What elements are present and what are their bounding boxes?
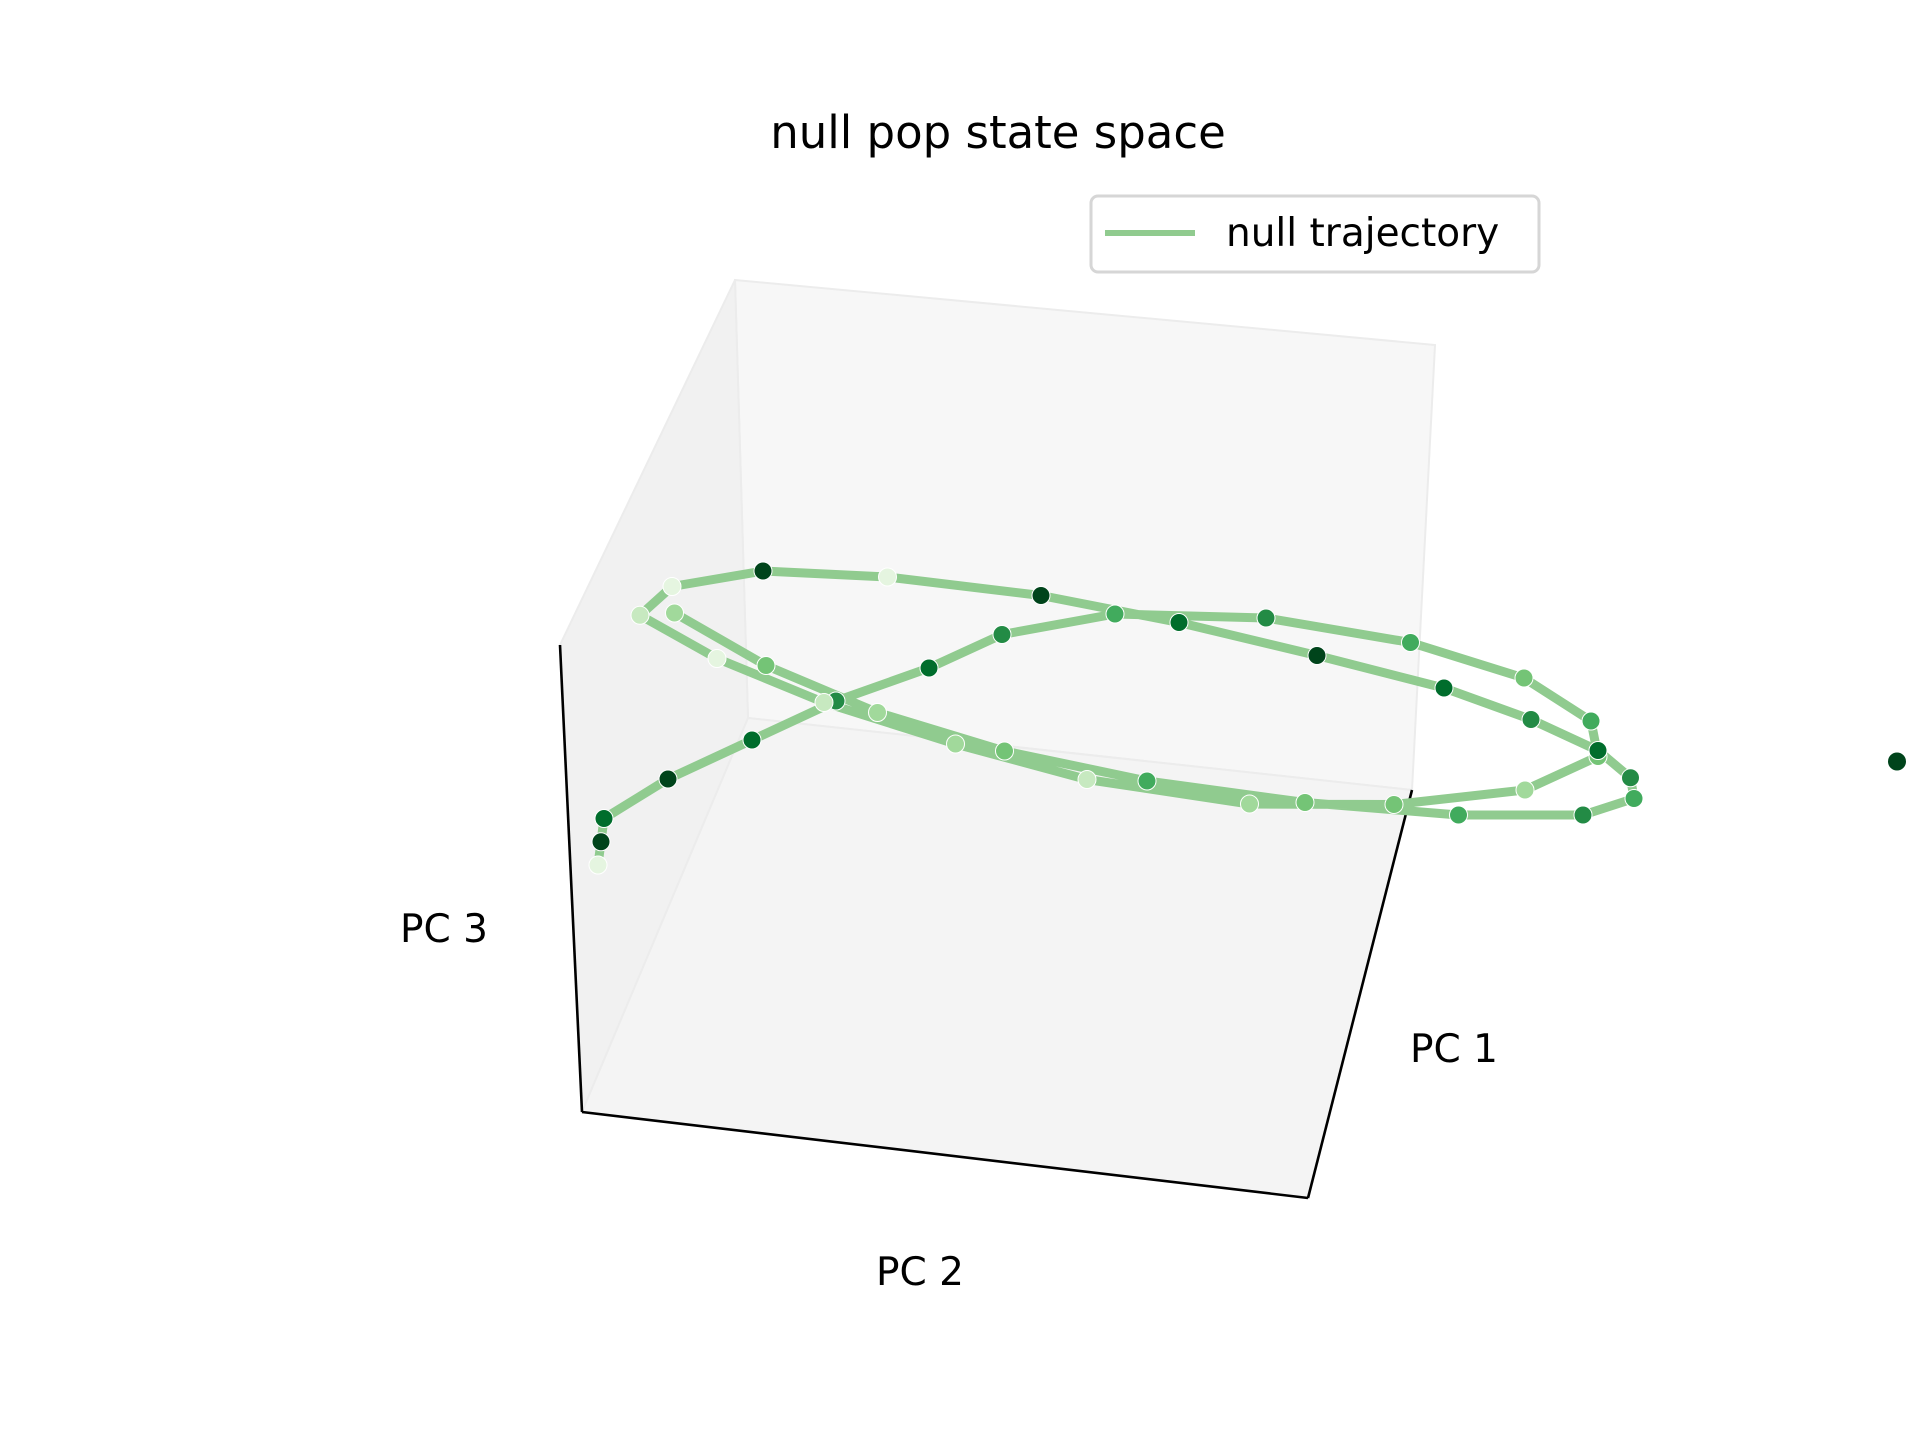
trajectory-point: [1384, 795, 1404, 814]
y-axis-line: [581, 1110, 1309, 1200]
axes-panes: [558, 278, 1437, 1200]
trajectory-point: [1621, 768, 1640, 788]
trajectory-point: [1515, 780, 1535, 800]
trajectory-point: [707, 649, 727, 668]
trajectory-point: [658, 769, 678, 789]
y-axis-label: PC 2: [876, 1250, 964, 1295]
trajectory-point: [1434, 678, 1454, 698]
back-pane: [733, 278, 1437, 792]
legend-label: null trajectory: [1226, 211, 1499, 256]
trajectory-point: [1449, 805, 1468, 825]
x-axis-line: [1306, 789, 1414, 1199]
trajectory-point: [995, 741, 1014, 761]
axis-lines: [558, 644, 1414, 1200]
trajectory-point: [588, 855, 608, 875]
trajectory-point: [1624, 789, 1644, 808]
legend-box: [1089, 194, 1541, 274]
chart-title: null pop state space: [770, 106, 1226, 159]
trajectory-point: [753, 561, 773, 581]
trajectory-point: [1256, 608, 1276, 628]
trajectory-point: [1077, 770, 1097, 789]
outlier-point: [1888, 752, 1906, 771]
trajectory-point: [919, 658, 939, 678]
trajectory-point: [992, 625, 1012, 644]
trajectory-point: [1514, 668, 1534, 688]
trajectory-point: [1137, 771, 1157, 791]
trajectory-point: [1295, 793, 1315, 812]
trajectory-point: [1588, 741, 1608, 760]
trajectory-point: [1307, 646, 1327, 665]
trajectory-point: [814, 693, 834, 712]
trajectory-point: [1581, 711, 1601, 731]
trajectory-point: [1573, 805, 1593, 825]
trajectory-point: [662, 577, 682, 596]
trajectory-point: [742, 730, 762, 750]
trajectory-point: [946, 734, 965, 754]
x-axis-label: PC 1: [1410, 1027, 1498, 1072]
z-axis-line: [558, 644, 584, 1113]
trajectory-point: [1169, 613, 1189, 632]
trajectory-point: [868, 703, 887, 722]
z-axis-label: PC 3: [400, 907, 488, 952]
trajectory-point: [878, 567, 897, 587]
trajectory-point: [1240, 794, 1259, 814]
trajectory-point: [1031, 586, 1051, 605]
trajectory-point: [591, 832, 611, 852]
plot-area: [588, 561, 1906, 875]
trajectory-point: [1401, 633, 1420, 652]
trajectory-point: [756, 656, 776, 675]
trajectory-point: [1105, 604, 1125, 624]
trajectory-point: [665, 603, 684, 623]
trajectory-point: [630, 605, 650, 625]
trajectory-point: [594, 809, 614, 828]
legend: null trajectory: [1089, 194, 1541, 274]
trajectory-point: [1521, 710, 1541, 729]
